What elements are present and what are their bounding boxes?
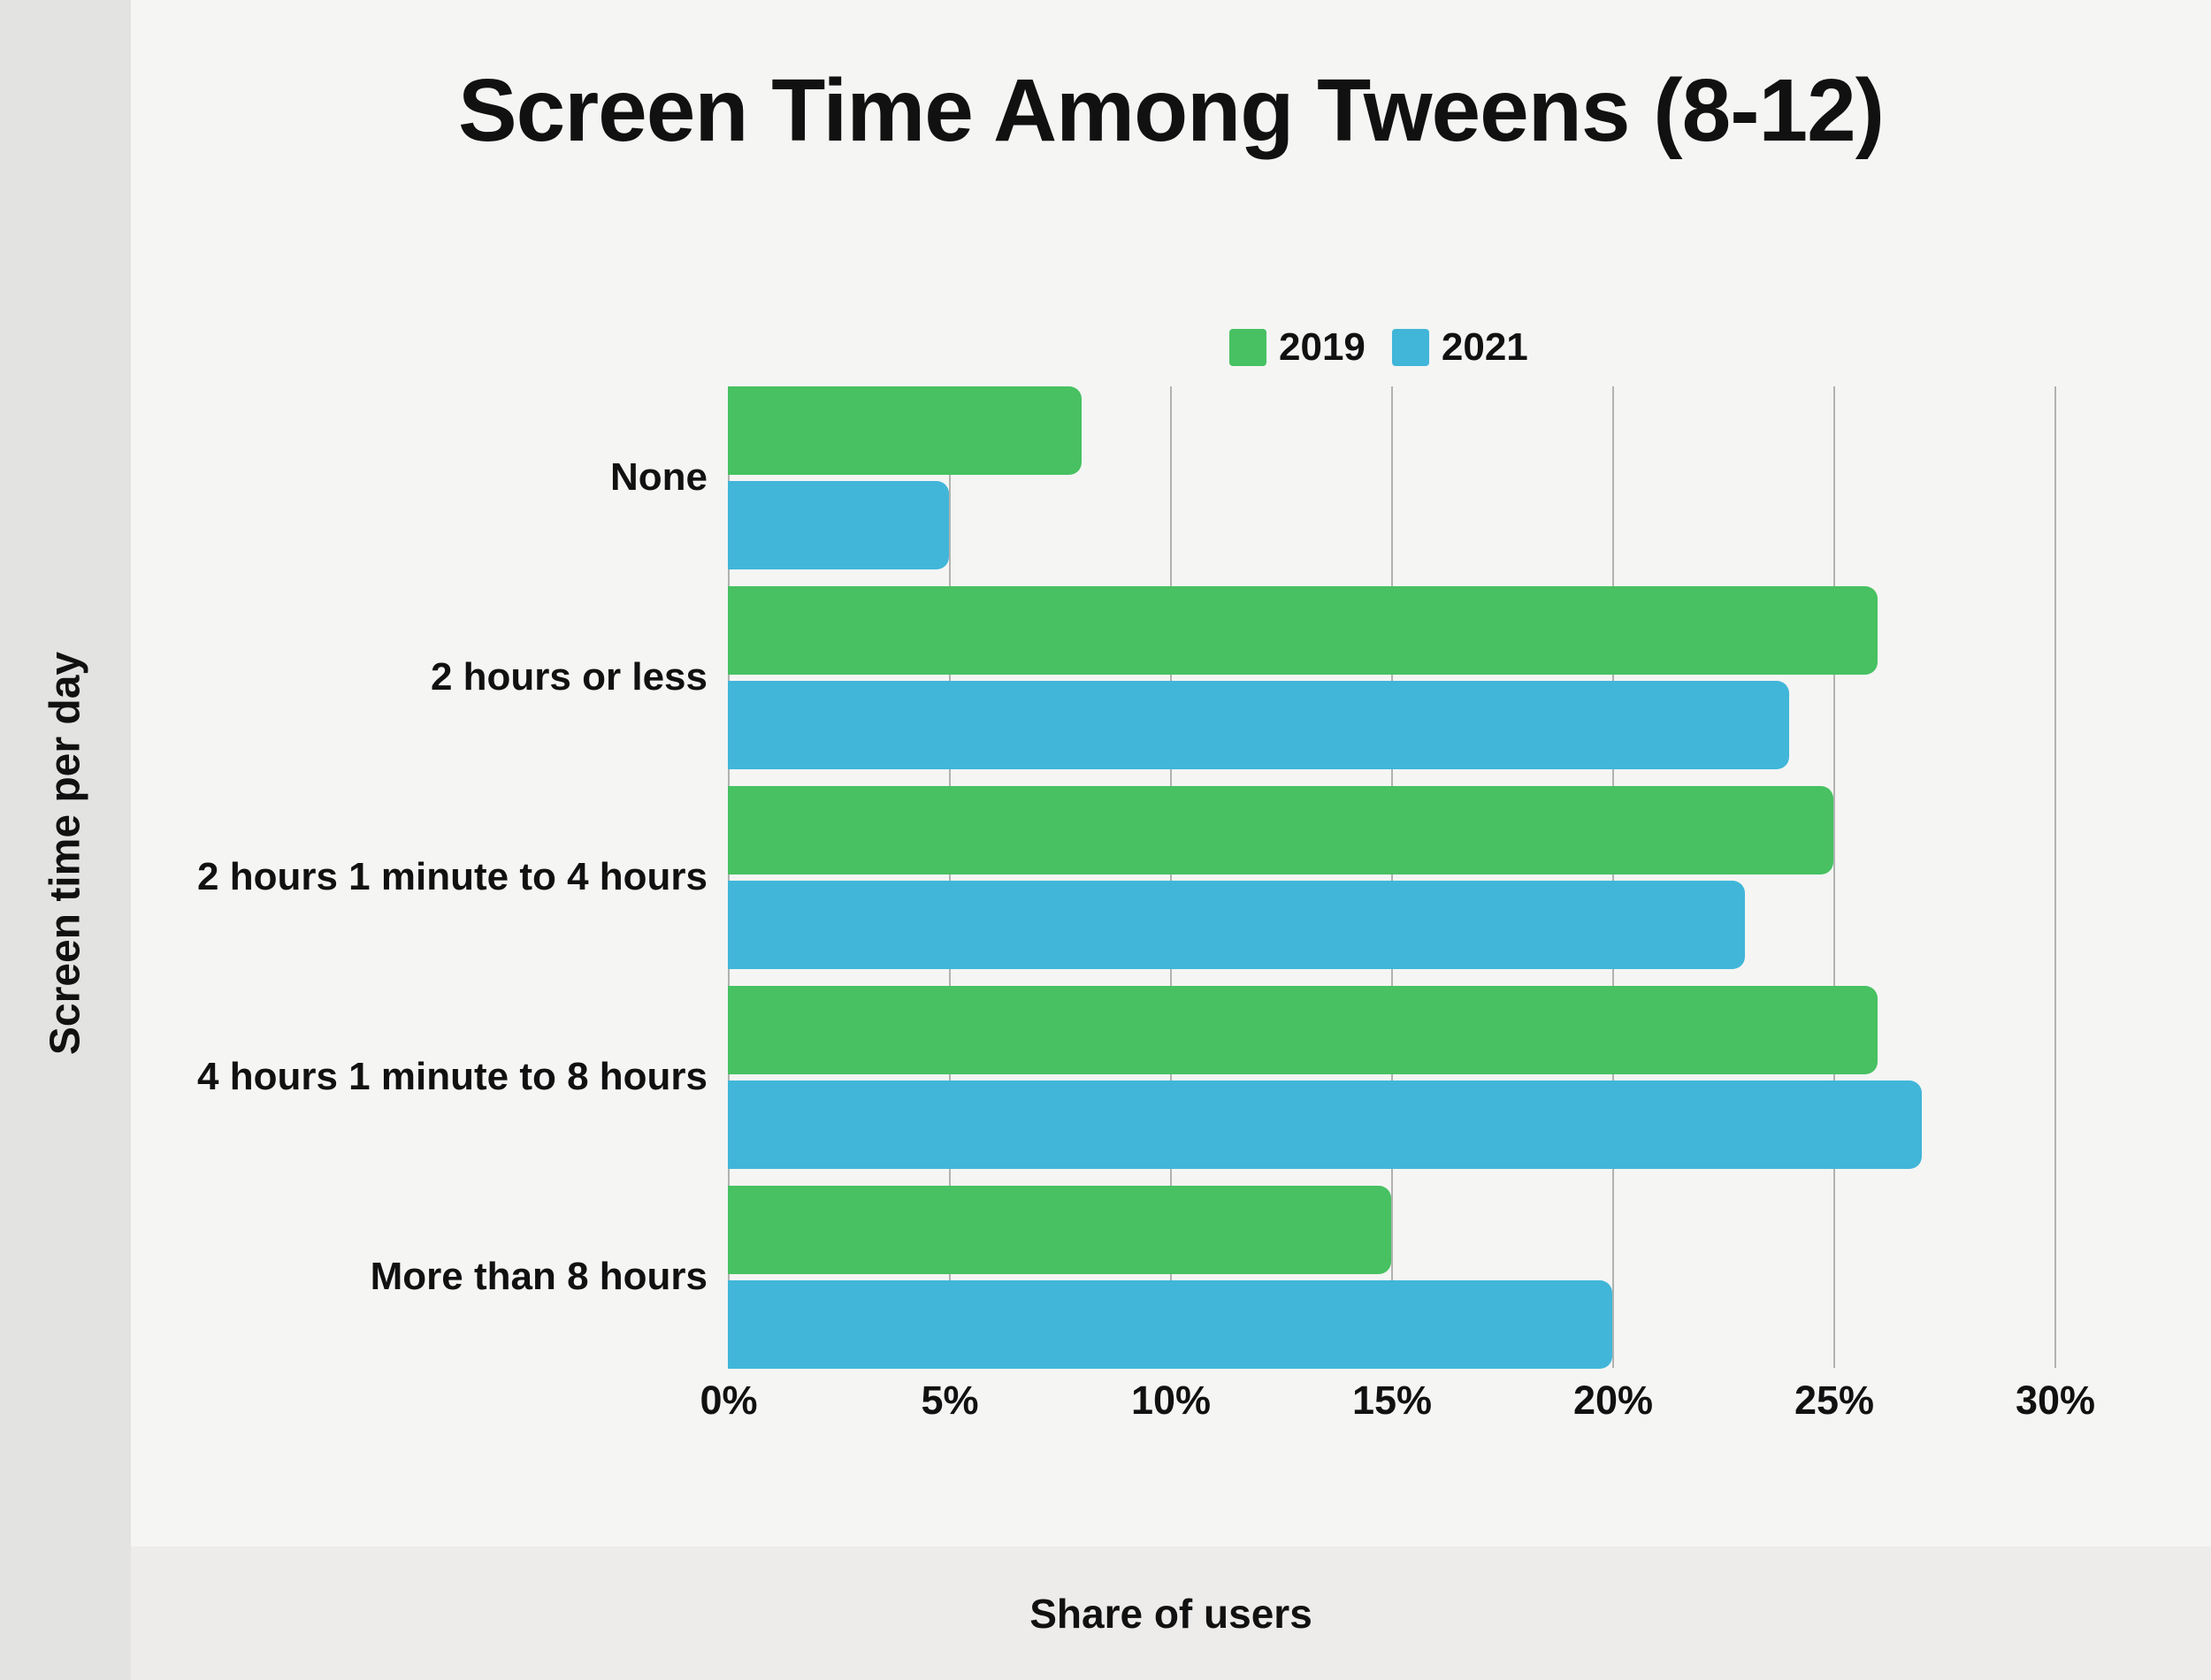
bar-2021-2-hours-or-less [728, 681, 1789, 769]
legend-item-2021: 2021 [1391, 325, 1528, 370]
legend-swatch-2021 [1391, 329, 1429, 366]
category-label-more-than-8-hours: More than 8 hours [370, 1255, 708, 1298]
legend-label: 2021 [1441, 325, 1528, 369]
y-axis-line [728, 386, 730, 1368]
x-axis-strip: Share of users [131, 1546, 2211, 1680]
legend-swatch-2019 [1229, 329, 1266, 366]
category-label-4-hours-1-minute-to-8-hours: 4 hours 1 minute to 8 hours [197, 1055, 708, 1098]
y-axis-title: Screen time per day [42, 651, 89, 1056]
x-tick-30: 30% [2015, 1378, 2096, 1423]
bar-2019-2-hours-or-less [728, 586, 1878, 675]
y-axis-strip: Screen time per day [0, 0, 131, 1680]
legend-label: 2019 [1279, 325, 1366, 369]
gridline-30 [2054, 386, 2056, 1368]
gridline-10 [1170, 386, 1172, 1368]
bar-2019-more-than-8-hours [728, 1186, 1391, 1274]
category-label-2-hours-1-minute-to-4-hours: 2 hours 1 minute to 4 hours [197, 855, 708, 898]
gridline-15 [1391, 386, 1393, 1368]
bar-2021-2-hours-1-minute-to-4-hours [728, 881, 1745, 969]
gridline-25 [1833, 386, 1835, 1368]
x-axis-title: Share of users [1029, 1590, 1312, 1637]
x-tick-20: 20% [1572, 1378, 1654, 1423]
category-label-none: None [610, 455, 708, 499]
bar-2019-none [728, 386, 1082, 475]
bar-2021-4-hours-1-minute-to-8-hours [728, 1081, 1922, 1169]
legend: 2019 2021 [1229, 325, 1528, 370]
chart-title: Screen Time Among Tweens (8-12) [457, 61, 1885, 160]
x-tick-25: 25% [1794, 1378, 1875, 1423]
category-label-2-hours-or-less: 2 hours or less [430, 655, 708, 699]
bar-2019-2-hours-1-minute-to-4-hours [728, 786, 1833, 874]
x-tick-5: 5% [921, 1378, 979, 1423]
bar-2021-more-than-8-hours [728, 1280, 1612, 1369]
x-tick-0: 0% [700, 1378, 758, 1423]
bar-2019-4-hours-1-minute-to-8-hours [728, 986, 1878, 1074]
gridline-20 [1612, 386, 1614, 1368]
x-tick-15: 15% [1351, 1378, 1433, 1423]
plot-area [728, 386, 2149, 1369]
legend-item-2019: 2019 [1229, 325, 1366, 370]
gridline-5 [949, 386, 951, 1368]
bar-2021-none [728, 481, 949, 569]
x-tick-10: 10% [1130, 1378, 1212, 1423]
